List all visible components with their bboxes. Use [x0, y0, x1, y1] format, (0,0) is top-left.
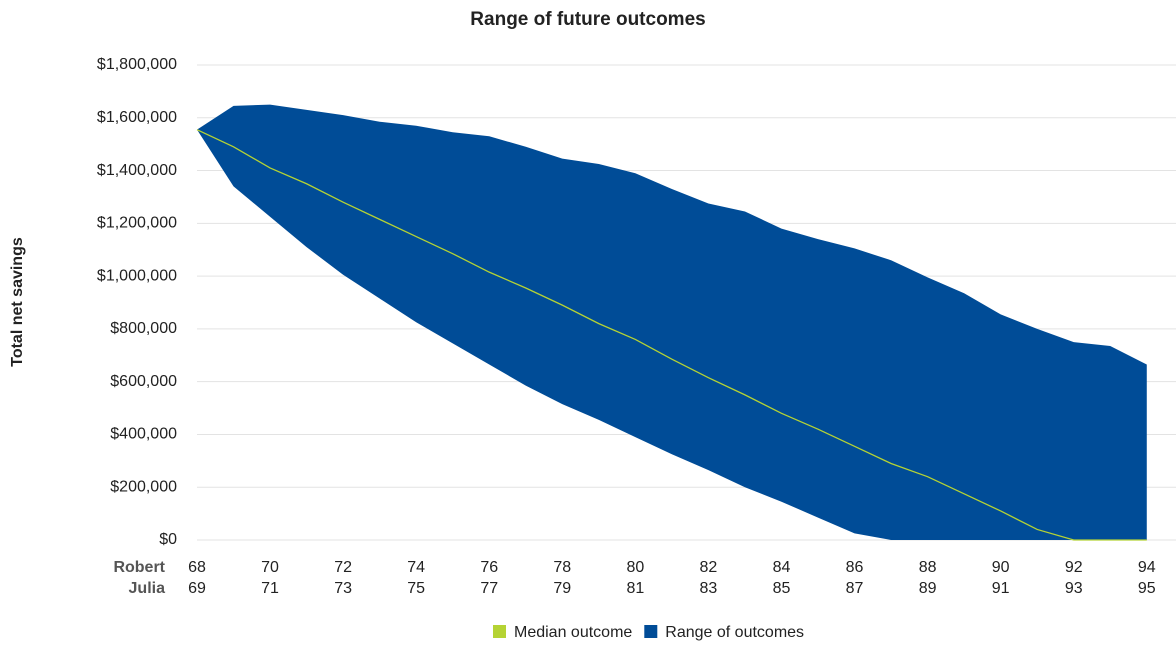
x-tick-label: 78 [553, 559, 571, 576]
x-tick-label: 93 [1065, 580, 1083, 597]
y-tick-label: $800,000 [110, 320, 177, 337]
y-tick-label: $1,400,000 [97, 162, 177, 179]
x-tick-label: 70 [261, 559, 279, 576]
x-tick-label: 90 [992, 559, 1010, 576]
x-tick-label: 80 [626, 559, 644, 576]
x-tick-label: 71 [261, 580, 279, 597]
y-tick-label: $600,000 [110, 373, 177, 390]
x-tick-label: 75 [407, 580, 425, 597]
x-tick-label: 87 [846, 580, 864, 597]
legend-swatch [493, 625, 506, 638]
x-tick-label: 83 [700, 580, 718, 597]
x-tick-label: 91 [992, 580, 1010, 597]
row-label: Julia [129, 580, 166, 597]
x-tick-label: 84 [773, 559, 791, 576]
legend-label: Range of outcomes [665, 624, 804, 641]
y-tick-label: $400,000 [110, 426, 177, 443]
legend-swatch [644, 625, 658, 638]
x-tick-label: 86 [846, 559, 864, 576]
x-tick-label: 88 [919, 559, 937, 576]
y-tick-label: $0 [159, 531, 177, 548]
x-tick-label: 94 [1138, 559, 1156, 576]
chart-title: Range of future outcomes [470, 9, 705, 30]
y-tick-label: $1,000,000 [97, 267, 177, 284]
y-axis-label: Total net savings [9, 237, 26, 367]
x-tick-label: 82 [700, 559, 718, 576]
y-tick-label: $200,000 [110, 478, 177, 495]
x-tick-label: 68 [188, 559, 206, 576]
x-tick-label: 77 [480, 580, 498, 597]
y-tick-label: $1,800,000 [97, 56, 177, 73]
x-tick-label: 74 [407, 559, 425, 576]
y-tick-label: $1,200,000 [97, 215, 177, 232]
legend-label: Median outcome [514, 624, 632, 641]
x-tick-label: 92 [1065, 559, 1083, 576]
x-tick-label: 76 [480, 559, 498, 576]
x-tick-label: 72 [334, 559, 352, 576]
y-tick-label: $1,600,000 [97, 109, 177, 126]
x-tick-label: 81 [626, 580, 644, 597]
x-tick-label: 85 [773, 580, 791, 597]
x-tick-label: 73 [334, 580, 352, 597]
row-label: Robert [113, 559, 165, 576]
x-tick-label: 69 [188, 580, 206, 597]
range-area [197, 104, 1147, 540]
median-line [196, 129, 1147, 541]
x-tick-label: 79 [553, 580, 571, 597]
x-tick-label: 89 [919, 580, 937, 597]
x-tick-label: 95 [1138, 580, 1156, 597]
